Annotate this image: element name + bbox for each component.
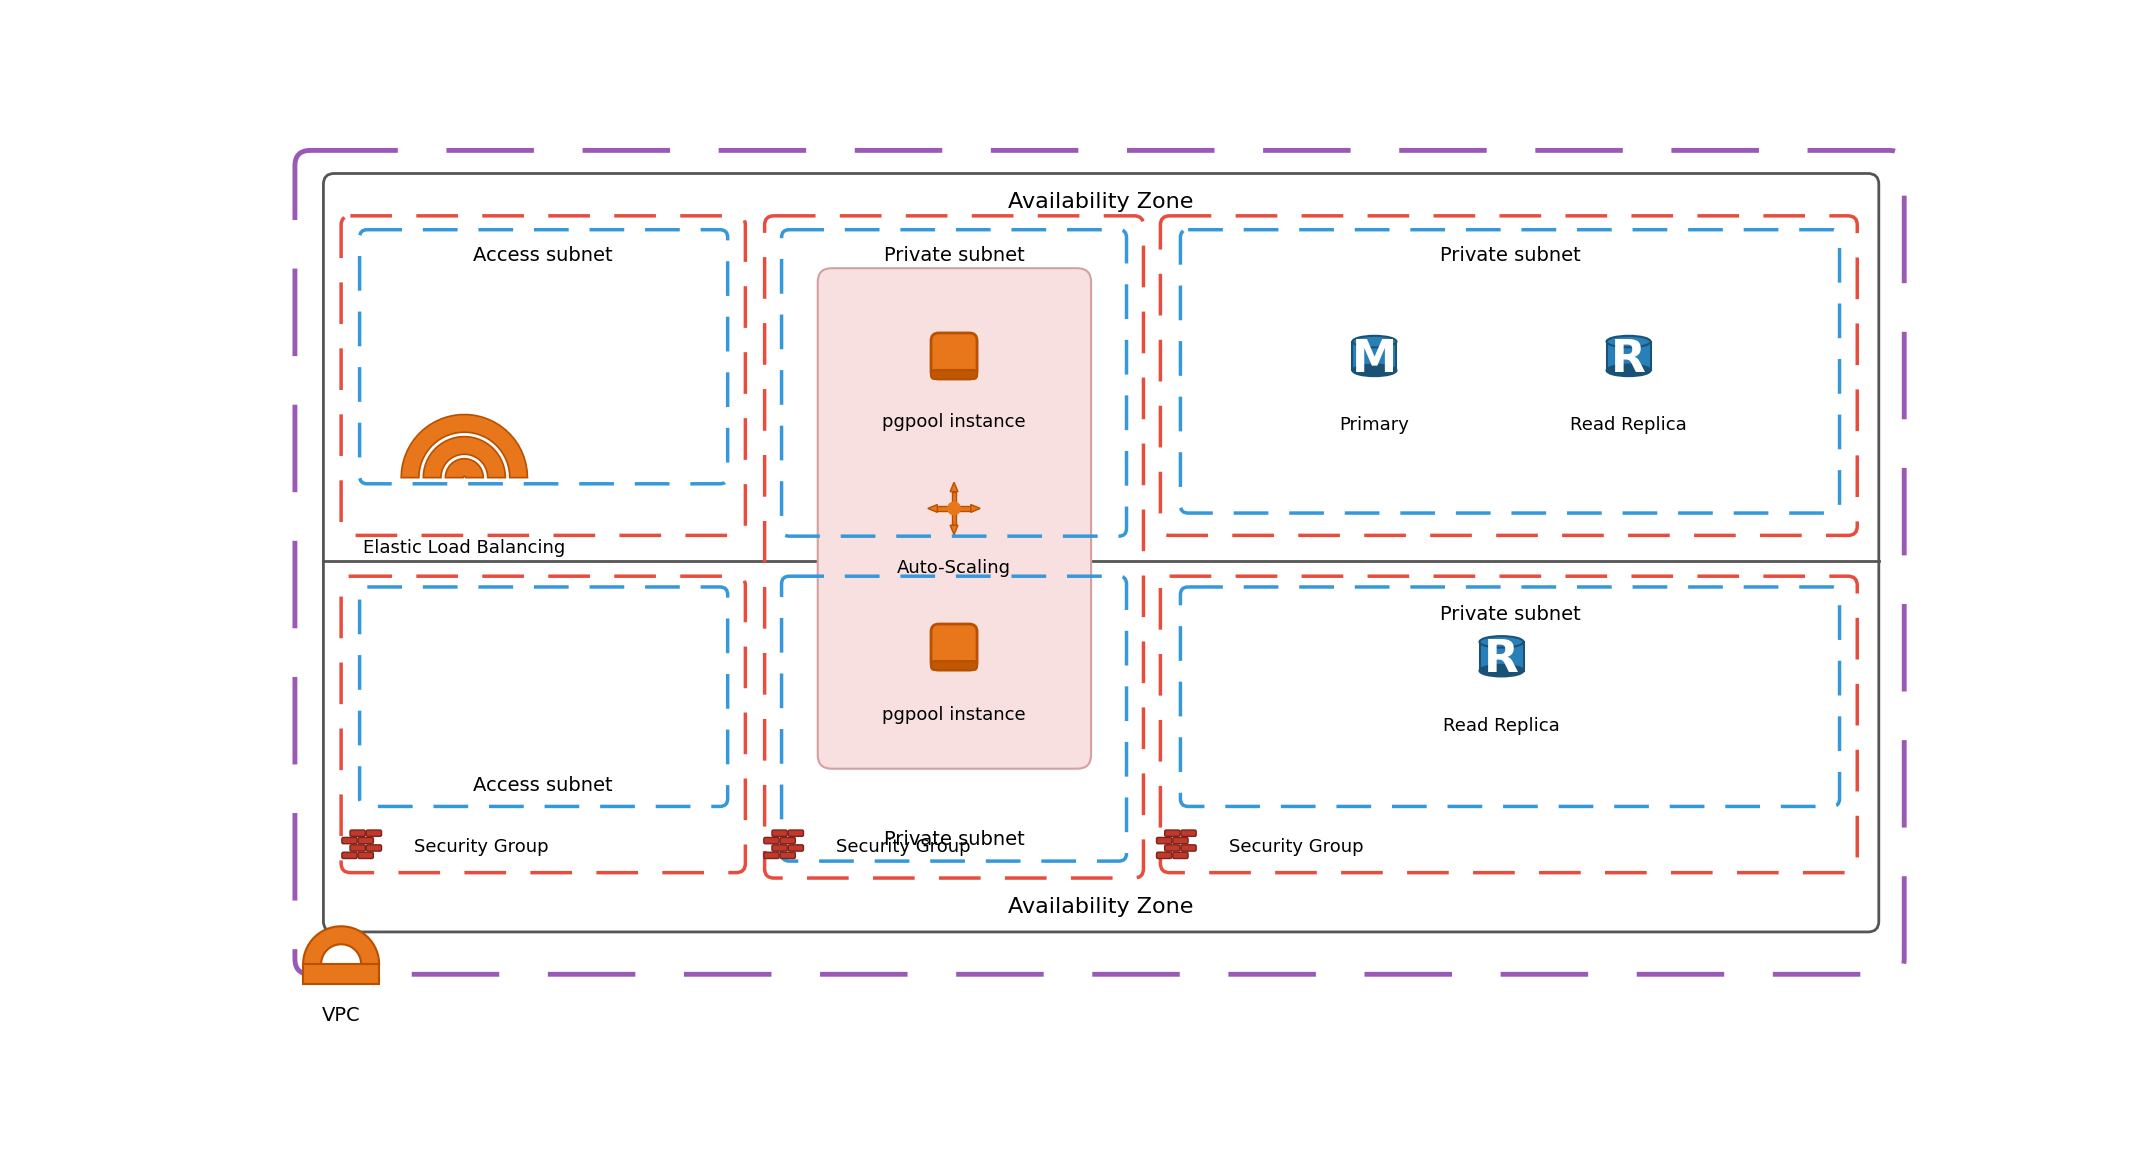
FancyBboxPatch shape bbox=[1156, 838, 1173, 843]
Text: R: R bbox=[1610, 338, 1647, 381]
FancyBboxPatch shape bbox=[763, 853, 778, 858]
Text: Availability Zone: Availability Zone bbox=[1008, 192, 1194, 212]
Ellipse shape bbox=[1353, 336, 1396, 347]
FancyBboxPatch shape bbox=[367, 830, 382, 837]
FancyBboxPatch shape bbox=[772, 830, 787, 837]
Polygon shape bbox=[1353, 341, 1396, 370]
Text: Security Group: Security Group bbox=[836, 838, 971, 856]
FancyBboxPatch shape bbox=[367, 845, 382, 852]
Polygon shape bbox=[950, 482, 958, 492]
FancyBboxPatch shape bbox=[1164, 830, 1179, 837]
Ellipse shape bbox=[1479, 665, 1524, 677]
Circle shape bbox=[948, 502, 961, 515]
FancyBboxPatch shape bbox=[789, 830, 804, 837]
FancyBboxPatch shape bbox=[780, 853, 795, 858]
FancyBboxPatch shape bbox=[1173, 838, 1188, 843]
FancyBboxPatch shape bbox=[930, 624, 978, 670]
Ellipse shape bbox=[1606, 364, 1651, 376]
Text: Private subnet: Private subnet bbox=[883, 246, 1025, 265]
FancyBboxPatch shape bbox=[1181, 845, 1196, 852]
Text: Availability Zone: Availability Zone bbox=[1008, 897, 1194, 916]
Text: Access subnet: Access subnet bbox=[474, 246, 613, 265]
FancyBboxPatch shape bbox=[930, 333, 978, 379]
FancyBboxPatch shape bbox=[1164, 845, 1179, 852]
Text: VPC: VPC bbox=[322, 1005, 360, 1025]
FancyBboxPatch shape bbox=[1181, 830, 1196, 837]
Polygon shape bbox=[422, 436, 506, 478]
Text: R: R bbox=[1484, 638, 1518, 680]
Polygon shape bbox=[950, 525, 958, 535]
FancyBboxPatch shape bbox=[930, 661, 978, 670]
FancyBboxPatch shape bbox=[358, 853, 373, 858]
FancyBboxPatch shape bbox=[817, 268, 1091, 768]
FancyBboxPatch shape bbox=[1156, 853, 1173, 858]
Polygon shape bbox=[302, 964, 379, 985]
Polygon shape bbox=[971, 504, 980, 513]
Text: Private subnet: Private subnet bbox=[883, 830, 1025, 849]
Polygon shape bbox=[954, 506, 971, 510]
Polygon shape bbox=[952, 492, 956, 508]
Ellipse shape bbox=[1479, 636, 1524, 648]
Polygon shape bbox=[446, 458, 482, 478]
FancyBboxPatch shape bbox=[1173, 853, 1188, 858]
Text: Read Replica: Read Replica bbox=[1569, 417, 1687, 434]
FancyBboxPatch shape bbox=[789, 845, 804, 852]
FancyBboxPatch shape bbox=[349, 845, 364, 852]
FancyBboxPatch shape bbox=[358, 838, 373, 843]
Text: pgpool instance: pgpool instance bbox=[881, 413, 1025, 432]
Polygon shape bbox=[302, 927, 379, 964]
Text: Primary: Primary bbox=[1340, 417, 1409, 434]
Text: Elastic Load Balancing: Elastic Load Balancing bbox=[362, 539, 566, 558]
Text: Auto-Scaling: Auto-Scaling bbox=[896, 559, 1012, 576]
Text: M: M bbox=[1353, 338, 1398, 381]
FancyBboxPatch shape bbox=[930, 370, 978, 379]
Polygon shape bbox=[1479, 642, 1524, 671]
Text: Access subnet: Access subnet bbox=[474, 776, 613, 795]
FancyBboxPatch shape bbox=[349, 830, 364, 837]
FancyBboxPatch shape bbox=[341, 853, 358, 858]
Polygon shape bbox=[928, 504, 937, 513]
Ellipse shape bbox=[1353, 364, 1396, 376]
FancyBboxPatch shape bbox=[763, 838, 778, 843]
Polygon shape bbox=[401, 414, 527, 478]
Polygon shape bbox=[952, 508, 956, 525]
Text: Private subnet: Private subnet bbox=[1439, 246, 1580, 265]
Polygon shape bbox=[1606, 341, 1651, 370]
FancyBboxPatch shape bbox=[341, 838, 358, 843]
Text: Security Group: Security Group bbox=[414, 838, 549, 856]
Text: Private subnet: Private subnet bbox=[1439, 605, 1580, 624]
FancyBboxPatch shape bbox=[324, 174, 1878, 931]
FancyBboxPatch shape bbox=[772, 845, 787, 852]
Text: Read Replica: Read Replica bbox=[1443, 716, 1561, 735]
FancyBboxPatch shape bbox=[780, 838, 795, 843]
Text: Security Group: Security Group bbox=[1229, 838, 1364, 856]
Ellipse shape bbox=[1606, 336, 1651, 347]
Text: pgpool instance: pgpool instance bbox=[881, 706, 1025, 724]
Polygon shape bbox=[937, 506, 954, 510]
